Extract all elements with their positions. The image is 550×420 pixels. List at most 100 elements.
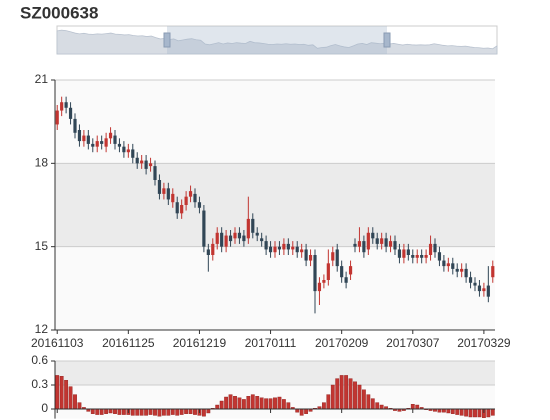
candle-body bbox=[144, 160, 148, 169]
candle-body bbox=[126, 149, 130, 153]
bar bbox=[250, 394, 255, 410]
bar bbox=[113, 408, 117, 415]
candle-body bbox=[162, 188, 166, 194]
candle-body bbox=[455, 268, 459, 272]
bar bbox=[259, 397, 264, 410]
bar bbox=[335, 378, 340, 410]
bar bbox=[55, 375, 60, 410]
candle-body bbox=[153, 166, 157, 180]
candle-body bbox=[460, 268, 464, 272]
bar bbox=[219, 400, 224, 410]
bar bbox=[455, 408, 460, 415]
y-tick-label: 12 bbox=[35, 322, 49, 336]
candle-body bbox=[197, 202, 202, 208]
bar bbox=[473, 408, 477, 418]
bar bbox=[64, 380, 69, 410]
candle-body bbox=[371, 232, 375, 239]
bar bbox=[281, 399, 286, 410]
split-area bbox=[55, 80, 495, 164]
candle-body bbox=[291, 246, 295, 250]
bar bbox=[233, 396, 237, 410]
bar bbox=[330, 384, 335, 410]
candle-body bbox=[122, 146, 126, 153]
candle-body bbox=[402, 249, 406, 258]
candle-body bbox=[433, 243, 437, 253]
bar bbox=[161, 408, 166, 416]
candle-body bbox=[384, 238, 388, 247]
candle-body bbox=[348, 266, 353, 275]
bar bbox=[446, 408, 451, 414]
bar bbox=[375, 402, 380, 410]
candle-body bbox=[282, 243, 286, 250]
bar bbox=[206, 408, 211, 414]
bar bbox=[144, 408, 149, 416]
bar bbox=[464, 408, 469, 417]
candle-body bbox=[140, 160, 144, 164]
bar bbox=[90, 408, 95, 415]
candle-body bbox=[428, 243, 433, 255]
candle-body bbox=[211, 243, 215, 255]
candle-body bbox=[366, 232, 370, 250]
candle-body bbox=[344, 277, 348, 283]
candle-body bbox=[131, 149, 135, 158]
split-area bbox=[55, 163, 495, 247]
candle-body bbox=[477, 285, 482, 292]
bar bbox=[237, 397, 242, 410]
bar bbox=[468, 408, 473, 418]
candle-body bbox=[375, 238, 379, 244]
y-tick-label: 0.6 bbox=[31, 353, 48, 367]
bar bbox=[108, 408, 113, 414]
candle-body bbox=[468, 277, 473, 283]
candle-body bbox=[237, 232, 242, 239]
candle-body bbox=[362, 241, 366, 253]
candle-body bbox=[264, 241, 268, 250]
candle-body bbox=[113, 135, 117, 144]
bar bbox=[228, 394, 233, 410]
bar bbox=[304, 408, 309, 415]
x-tick-label: 20170111 bbox=[245, 336, 297, 350]
candle-body bbox=[313, 255, 317, 292]
candle-body bbox=[86, 135, 90, 144]
bar bbox=[121, 408, 126, 415]
chart-title: SZ000638 bbox=[20, 3, 98, 22]
candle-body bbox=[415, 255, 419, 258]
x-tick-label: 20161103 bbox=[31, 336, 84, 350]
data-zoom-slider[interactable] bbox=[56, 25, 498, 55]
split-area bbox=[55, 246, 495, 330]
bar bbox=[477, 408, 482, 418]
slider-handle[interactable] bbox=[163, 32, 171, 48]
bar bbox=[188, 408, 193, 415]
bar bbox=[201, 408, 206, 417]
candle-body bbox=[255, 232, 259, 236]
candle-body bbox=[148, 163, 153, 167]
bar bbox=[264, 398, 269, 410]
bar bbox=[170, 408, 175, 415]
slider-window[interactable] bbox=[167, 26, 387, 54]
y-tick-label: 15 bbox=[35, 239, 49, 253]
bar bbox=[77, 402, 82, 410]
candle-body bbox=[491, 266, 495, 278]
slider-handle[interactable] bbox=[383, 32, 391, 48]
bar bbox=[459, 408, 464, 416]
candle-body bbox=[335, 249, 339, 267]
candle-body bbox=[446, 263, 450, 267]
bar bbox=[153, 408, 157, 416]
bar bbox=[268, 398, 273, 410]
candle-body bbox=[295, 246, 299, 253]
bar bbox=[357, 384, 362, 410]
candle-body bbox=[380, 238, 384, 244]
candle-body bbox=[437, 252, 442, 261]
bar bbox=[117, 408, 122, 415]
bar bbox=[450, 408, 455, 415]
candle-body bbox=[55, 110, 59, 125]
candle-body bbox=[424, 255, 428, 258]
bar bbox=[255, 396, 260, 410]
candle-body bbox=[473, 282, 477, 286]
y-tick-label: 21 bbox=[35, 72, 49, 86]
split-area bbox=[55, 361, 495, 385]
bar bbox=[379, 404, 384, 410]
bar bbox=[215, 404, 220, 410]
candle-body bbox=[406, 249, 410, 255]
candle-body bbox=[486, 285, 490, 297]
